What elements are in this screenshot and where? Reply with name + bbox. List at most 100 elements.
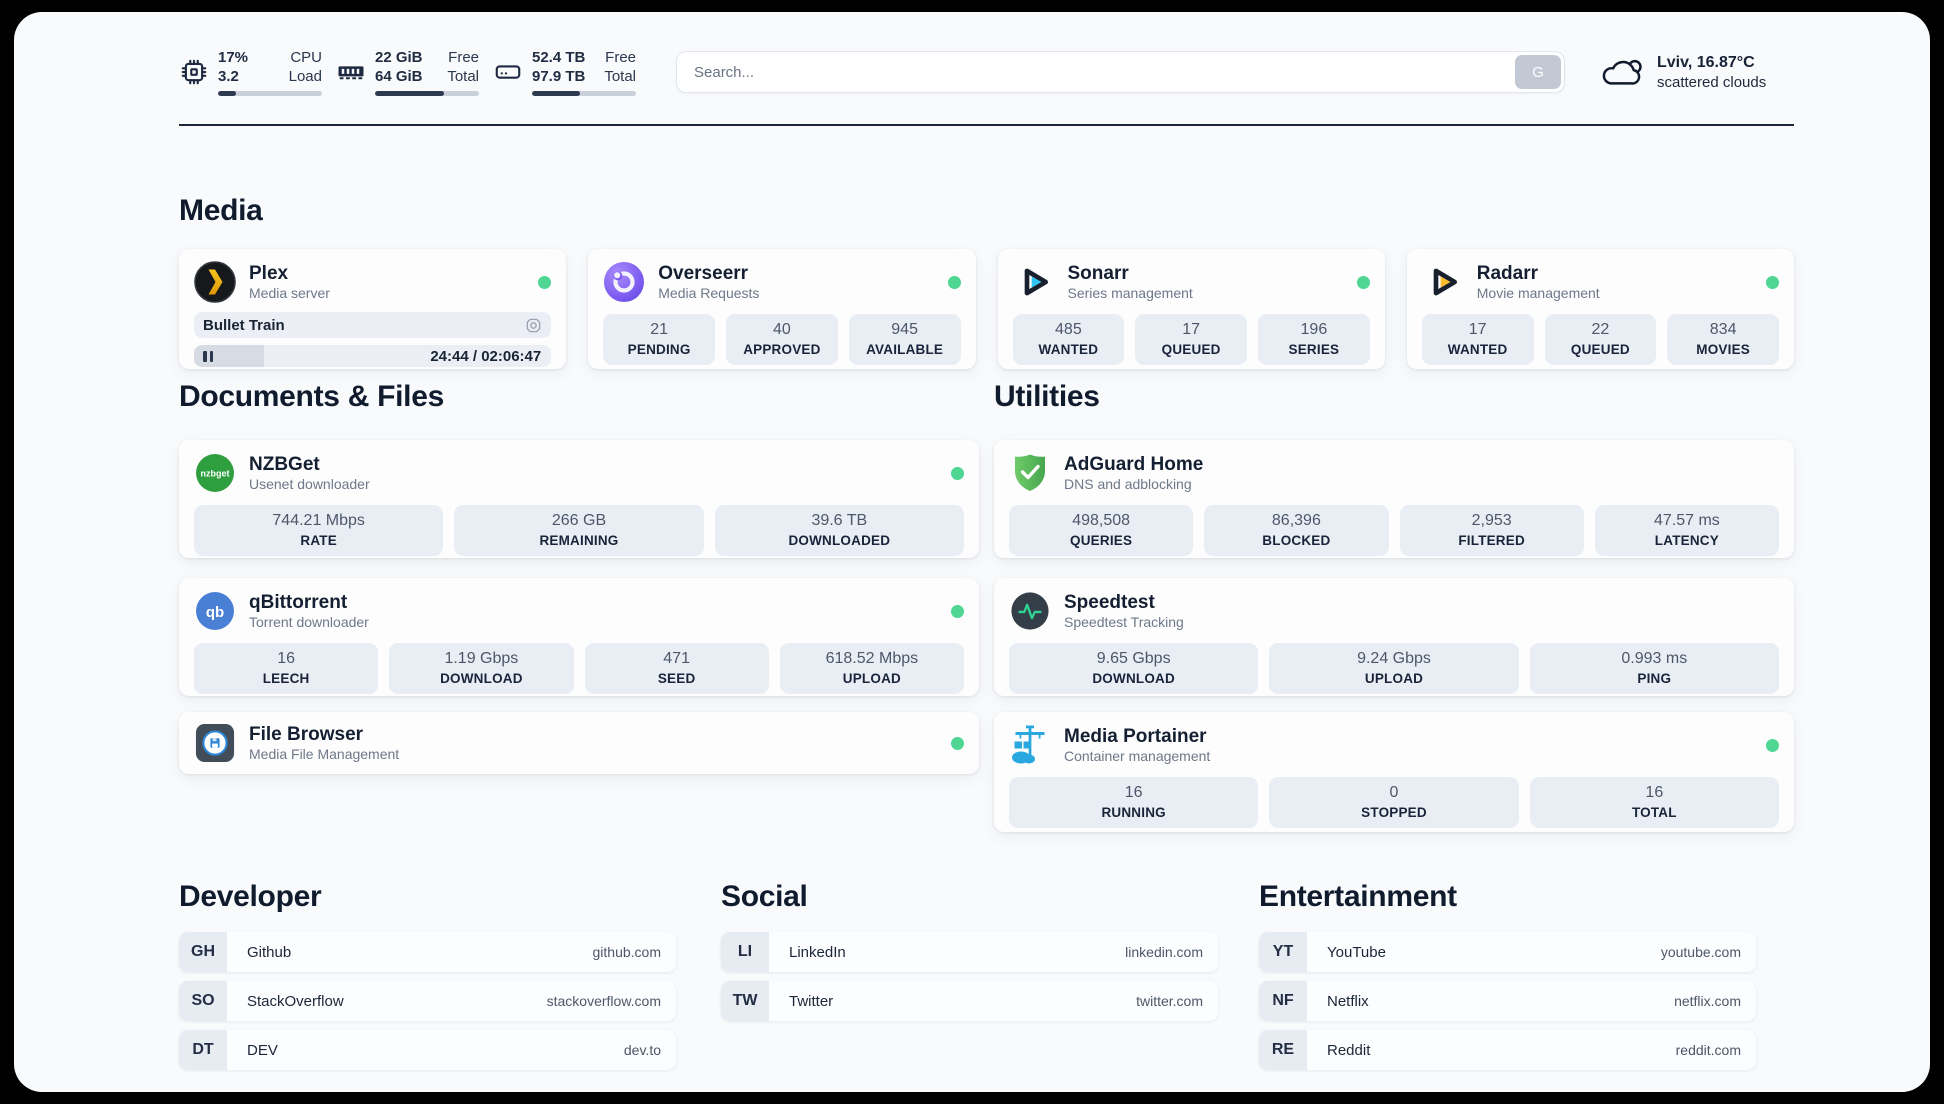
stat-value: 9.24 Gbps bbox=[1357, 650, 1431, 667]
qbittorrent-icon: qb bbox=[194, 590, 236, 632]
stat-label: DOWNLOAD bbox=[440, 671, 523, 686]
stat-upload: 618.52 Mbps UPLOAD bbox=[779, 643, 964, 694]
top-bar: 17% 3.2 CPU Load bbox=[179, 44, 1794, 100]
cpu-load-label: Load bbox=[288, 68, 322, 85]
overseerr-status-dot bbox=[947, 275, 961, 289]
app-subtitle-qbittorrent: Torrent downloader bbox=[249, 614, 369, 630]
speedtest-icon bbox=[1009, 590, 1051, 632]
app-subtitle-filebrowser: Media File Management bbox=[249, 746, 400, 762]
stat-label: LATENCY bbox=[1654, 533, 1719, 548]
weather-condition: scattered clouds bbox=[1657, 74, 1767, 91]
netflix-abbr-icon: NF bbox=[1259, 981, 1307, 1021]
section-title-media: Media bbox=[179, 194, 263, 227]
app-card-speedtest[interactable]: Speedtest Speedtest Tracking 9.65 Gbps D… bbox=[994, 578, 1794, 696]
search-input[interactable] bbox=[677, 63, 1515, 81]
dev-abbr-icon: DT bbox=[179, 1030, 227, 1070]
svg-text:qb: qb bbox=[206, 604, 224, 621]
bookmark-twitter[interactable]: TW Twitter twitter.com bbox=[721, 981, 1218, 1021]
sonarr-status-dot bbox=[1356, 275, 1370, 289]
app-card-radarr[interactable]: Radarr Movie management 17 WANTED 22 QUE… bbox=[1406, 249, 1794, 369]
stat-label: SEED bbox=[657, 671, 696, 686]
stat-running: 16 RUNNING bbox=[1009, 777, 1259, 828]
stat-download: 1.19 Gbps DOWNLOAD bbox=[389, 643, 574, 694]
cpu-load-value: 3.2 bbox=[218, 68, 239, 85]
stat-label: STOPPED bbox=[1361, 805, 1427, 820]
cpu-usage-value: 17% bbox=[218, 49, 249, 66]
ram-free-value: 22 GiB bbox=[375, 49, 423, 66]
section-title-entertainment: Entertainment bbox=[1259, 880, 1457, 913]
nzbget-status-dot bbox=[951, 466, 964, 480]
app-card-filebrowser[interactable]: File Browser Media File Management bbox=[179, 712, 979, 774]
app-card-plex[interactable]: Plex Media server Bullet Train 24:44 / 0… bbox=[179, 249, 567, 369]
bookmarks-social: Social LI LinkedIn linkedin.com TW Twitt… bbox=[721, 880, 1218, 1030]
bookmark-netflix[interactable]: NF Netflix netflix.com bbox=[1259, 981, 1756, 1021]
app-card-adguard[interactable]: AdGuard Home DNS and adblocking 498,508 … bbox=[994, 440, 1794, 558]
bookmark-name: Reddit bbox=[1327, 1041, 1371, 1059]
stat-total: 16 TOTAL bbox=[1529, 777, 1779, 828]
plex-playback-time: 24:44 / 02:06:47 bbox=[430, 347, 542, 365]
qbittorrent-stats: 16 LEECH 1.19 Gbps DOWNLOAD 471 SEED 618… bbox=[179, 632, 979, 694]
stat-label: WANTED bbox=[1038, 342, 1099, 357]
ram-total-label: Total bbox=[447, 68, 479, 85]
app-card-qbittorrent[interactable]: qb qBittorrent Torrent downloader 16 LEE… bbox=[179, 578, 979, 696]
search-engine-button[interactable]: G bbox=[1515, 55, 1561, 89]
stat-rate: 744.21 Mbps RATE bbox=[194, 505, 444, 556]
plex-now-playing-title: Bullet Train bbox=[203, 316, 285, 334]
overseerr-icon bbox=[603, 261, 645, 303]
bookmark-url: twitter.com bbox=[1136, 993, 1203, 1009]
stat-label: MOVIES bbox=[1696, 342, 1750, 357]
stat-value: 16 bbox=[1645, 784, 1664, 801]
bookmark-dev[interactable]: DT DEV dev.to bbox=[179, 1030, 676, 1070]
disk-total-value: 97.9 TB bbox=[532, 68, 586, 85]
stat-label: DOWNLOADED bbox=[788, 533, 891, 548]
bookmark-github[interactable]: GH Github github.com bbox=[179, 932, 676, 972]
filebrowser-titles: File Browser Media File Management bbox=[249, 723, 399, 763]
stat-value: 1.19 Gbps bbox=[444, 650, 519, 667]
stat-label: FILTERED bbox=[1458, 533, 1525, 548]
media-card-grid: Plex Media server Bullet Train 24:44 / 0… bbox=[179, 249, 1794, 369]
bookmark-youtube[interactable]: YT YouTube youtube.com bbox=[1259, 932, 1756, 972]
qbittorrent-titles: qBittorrent Torrent downloader bbox=[249, 591, 369, 631]
bookmark-name: YouTube bbox=[1327, 943, 1386, 961]
stat-value: 40 bbox=[772, 321, 791, 338]
stat-value: 0 bbox=[1389, 784, 1399, 801]
stat-label: QUEUED bbox=[1161, 342, 1221, 357]
ram-icon bbox=[338, 66, 364, 80]
bookmark-name: Netflix bbox=[1327, 992, 1369, 1010]
bookmark-stackoverflow[interactable]: SO StackOverflow stackoverflow.com bbox=[179, 981, 676, 1021]
stat-label: BLOCKED bbox=[1262, 533, 1331, 548]
stat-value: 16 bbox=[277, 650, 296, 667]
stat-label: DOWNLOAD bbox=[1092, 671, 1175, 686]
bookmark-reddit[interactable]: RE Reddit reddit.com bbox=[1259, 1030, 1756, 1070]
section-title-social: Social bbox=[721, 880, 808, 913]
stat-remaining: 266 GB REMAINING bbox=[454, 505, 704, 556]
linkedin-abbr-icon: LI bbox=[721, 932, 769, 972]
speedtest-titles: Speedtest Speedtest Tracking bbox=[1064, 591, 1184, 631]
bookmark-linkedin[interactable]: LI LinkedIn linkedin.com bbox=[721, 932, 1218, 972]
radarr-stats: 17 WANTED 22 QUEUED 834 MOVIES bbox=[1407, 303, 1794, 365]
pause-button[interactable] bbox=[203, 350, 213, 362]
plex-now-playing-row: Bullet Train bbox=[194, 312, 552, 338]
stat-label: LEECH bbox=[262, 671, 310, 686]
app-title-radarr: Radarr bbox=[1476, 263, 1538, 284]
app-card-nzbget[interactable]: nzbget NZBGet Usenet downloader 744.21 M… bbox=[179, 440, 979, 558]
stat-pending: 21 PENDING bbox=[603, 314, 715, 365]
stat-value: 945 bbox=[891, 321, 918, 338]
stat-download: 9.65 Gbps DOWNLOAD bbox=[1009, 643, 1259, 694]
stat-wanted: 17 WANTED bbox=[1421, 314, 1534, 365]
stat-label: TOTAL bbox=[1631, 805, 1677, 820]
stat-label: PING bbox=[1637, 671, 1672, 686]
weather-widget: Lviv, 16.87°C scattered clouds bbox=[1599, 52, 1794, 92]
stat-value: 17 bbox=[1182, 321, 1201, 338]
app-card-overseerr[interactable]: Overseerr Media Requests 21 PENDING 40 A… bbox=[588, 249, 976, 369]
bookmark-url: dev.to bbox=[623, 1042, 661, 1058]
bookmark-name: LinkedIn bbox=[789, 943, 846, 961]
disk-usage-bar bbox=[532, 91, 636, 96]
app-card-sonarr[interactable]: Sonarr Series management 485 WANTED 17 Q… bbox=[997, 249, 1385, 369]
stat-movies: 834 MOVIES bbox=[1667, 314, 1779, 365]
app-card-portainer[interactable]: Media Portainer Container management 16 … bbox=[994, 712, 1794, 832]
stat-filtered: 2,953 FILTERED bbox=[1399, 505, 1584, 556]
disk-free-value: 52.4 TB bbox=[532, 49, 586, 66]
cloudy-weather-icon bbox=[1602, 59, 1642, 85]
